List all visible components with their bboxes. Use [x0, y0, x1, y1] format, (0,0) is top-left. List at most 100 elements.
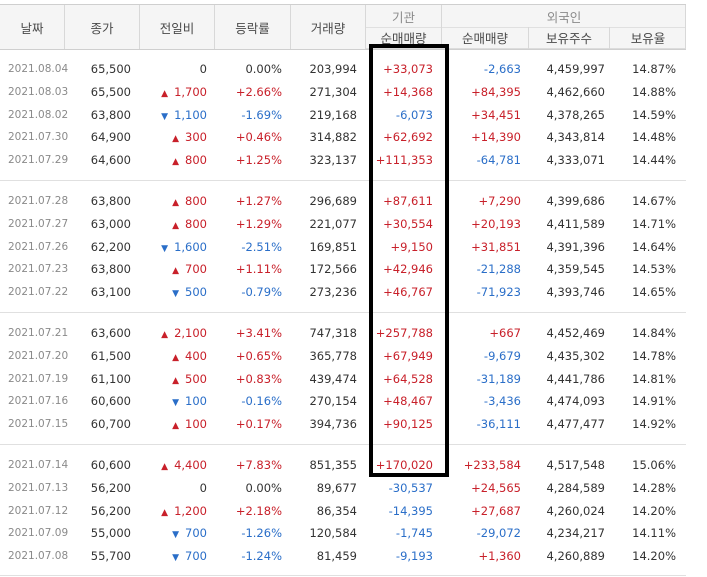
- date-cell: 2021.07.20: [8, 349, 69, 362]
- header-divider: [139, 5, 140, 49]
- up-arrow-icon: ▲: [161, 507, 169, 518]
- change-value: 300: [185, 130, 207, 145]
- inst-cell: +64,528: [383, 371, 433, 386]
- change-cell: ▲ 500: [140, 368, 207, 390]
- hold-cell: 4,333,071: [546, 153, 605, 168]
- change-value: 0: [199, 480, 207, 495]
- ratio-cell: 14.20%: [632, 549, 676, 564]
- date-cell: 2021.07.14: [8, 459, 69, 471]
- change-cell: ▲ 800: [140, 213, 207, 235]
- header-divider: [365, 5, 366, 49]
- ratio-cell: 14.53%: [632, 262, 676, 277]
- change-value: 500: [185, 371, 207, 386]
- up-arrow-icon: ▲: [172, 375, 180, 386]
- foreign-cell: +233,584: [463, 458, 521, 472]
- date-cell: 2021.07.30: [8, 131, 69, 144]
- ratio-cell: 14.64%: [632, 239, 676, 254]
- rate-cell: 0.00%: [245, 480, 282, 495]
- volume-cell: 851,355: [309, 458, 357, 472]
- change-value: 100: [185, 417, 207, 432]
- header-institution: 기관: [366, 5, 441, 27]
- change-value: 800: [185, 194, 207, 208]
- inst-cell: +257,788: [375, 326, 433, 340]
- up-arrow-icon: ▲: [172, 198, 180, 208]
- volume-cell: 365,778: [309, 348, 357, 363]
- rate-cell: +0.17%: [235, 417, 282, 432]
- volume-cell: 273,236: [309, 285, 357, 300]
- change-value: 800: [185, 153, 207, 168]
- hold-cell: 4,441,786: [546, 371, 605, 386]
- rate-cell: +7.83%: [235, 458, 282, 472]
- change-cell: 0: [140, 477, 207, 499]
- foreign-cell: -3,436: [483, 394, 521, 409]
- close-cell: 61,100: [90, 371, 131, 386]
- inst-cell: +42,946: [383, 262, 433, 277]
- date-cell: 2021.07.13: [8, 481, 69, 494]
- hold-cell: 4,343,814: [546, 130, 605, 145]
- foreign-cell: -71,923: [476, 285, 521, 300]
- volume-cell: 219,168: [309, 107, 357, 122]
- close-cell: 61,500: [90, 348, 131, 363]
- close-cell: 64,600: [90, 153, 131, 168]
- date-cell: 2021.07.22: [8, 286, 69, 299]
- rate-cell: +2.66%: [235, 84, 282, 99]
- header-divider: [290, 5, 291, 49]
- rate-cell: -1.69%: [241, 107, 282, 122]
- header-change: 전일비: [140, 5, 214, 49]
- group-separator: [0, 444, 686, 445]
- rate-cell: +1.27%: [235, 194, 282, 208]
- hold-cell: 4,452,469: [546, 326, 605, 340]
- ratio-cell: 14.88%: [632, 84, 676, 99]
- foreign-cell: -9,679: [483, 348, 521, 363]
- up-arrow-icon: ▲: [172, 157, 180, 168]
- inst-cell: +9,150: [390, 239, 433, 254]
- close-cell: 63,800: [90, 194, 131, 208]
- inst-cell: +30,554: [383, 216, 433, 231]
- hold-cell: 4,359,545: [546, 262, 605, 277]
- foreign-cell: -2,663: [483, 62, 521, 76]
- rate-cell: +0.83%: [235, 371, 282, 386]
- change-value: 100: [185, 394, 207, 409]
- volume-cell: 296,689: [309, 194, 357, 208]
- rate-cell: -0.79%: [241, 285, 282, 300]
- foreign-cell: -21,288: [476, 262, 521, 277]
- foreign-cell: -29,072: [476, 526, 521, 541]
- foreign-cell: +34,451: [471, 107, 521, 122]
- volume-cell: 203,994: [309, 62, 357, 76]
- ratio-cell: 14.71%: [632, 216, 676, 231]
- close-cell: 65,500: [90, 62, 131, 76]
- close-cell: 62,200: [90, 239, 131, 254]
- foreign-cell: +84,395: [471, 84, 521, 99]
- change-cell: ▲ 800: [140, 190, 207, 212]
- change-cell: ▲ 700: [140, 258, 207, 280]
- hold-cell: 4,474,093: [546, 394, 605, 409]
- change-value: 4,400: [174, 458, 207, 472]
- change-value: 500: [185, 285, 207, 300]
- date-cell: 2021.07.12: [8, 504, 69, 517]
- date-cell: 2021.07.16: [8, 395, 69, 408]
- inst-cell: +170,020: [375, 458, 433, 472]
- down-arrow-icon: ▼: [161, 243, 169, 254]
- header-divider: [441, 5, 442, 49]
- change-cell: ▼ 500: [140, 281, 207, 303]
- change-value: 1,700: [174, 84, 207, 99]
- inst-cell: -6,073: [395, 107, 433, 122]
- foreign-cell: +1,360: [478, 549, 521, 564]
- close-cell: 63,800: [90, 262, 131, 277]
- inst-cell: -1,745: [395, 526, 433, 541]
- close-cell: 60,600: [90, 394, 131, 409]
- change-cell: ▲ 100: [140, 413, 207, 435]
- date-cell: 2021.07.21: [8, 327, 69, 339]
- foreign-cell: +14,390: [471, 130, 521, 145]
- date-cell: 2021.07.27: [8, 217, 69, 230]
- header-institution-net: 순매매량: [366, 27, 441, 49]
- close-cell: 65,500: [90, 84, 131, 99]
- date-cell: 2021.07.23: [8, 263, 69, 276]
- inst-cell: +67,949: [383, 348, 433, 363]
- close-cell: 63,600: [90, 326, 131, 340]
- header-divider: [528, 27, 529, 49]
- header-volume: 거래량: [291, 5, 365, 49]
- up-arrow-icon: ▲: [172, 134, 180, 145]
- rate-cell: +1.29%: [235, 216, 282, 231]
- change-value: 1,600: [174, 239, 207, 254]
